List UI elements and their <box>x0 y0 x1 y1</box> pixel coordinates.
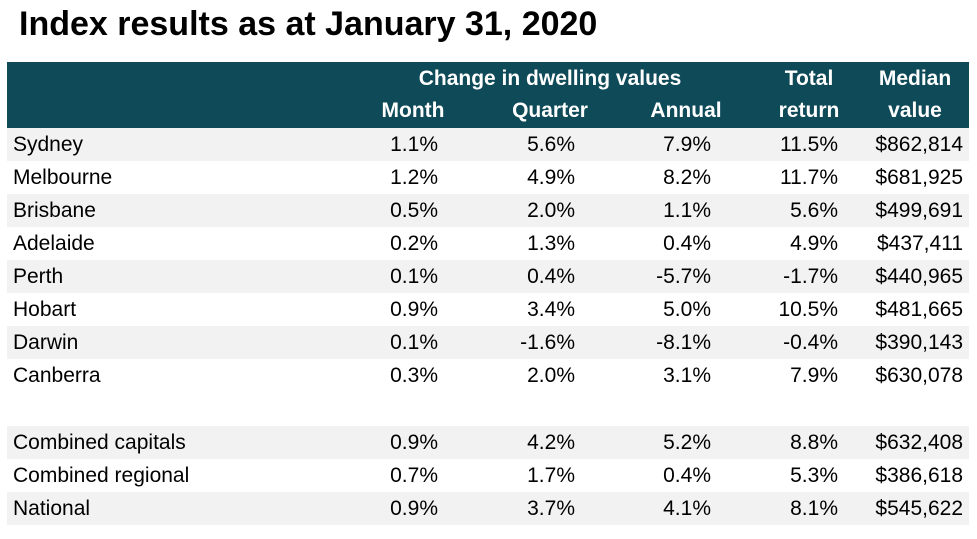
header-group-change-in-dwelling-values: Change in dwelling values <box>418 67 682 90</box>
cell-annual: 4.1% <box>663 497 711 520</box>
cell-quarter: 1.3% <box>527 232 575 255</box>
table-row: Brisbane 0.5% 2.0% 1.1% 5.6% $499,691 <box>7 194 969 227</box>
cell-annual: -8.1% <box>656 331 711 354</box>
cell-quarter: 5.6% <box>527 133 575 156</box>
cell-month: 0.1% <box>390 331 438 354</box>
cell-median-value: $386,618 <box>875 464 963 487</box>
cell-total-return: 4.9% <box>790 232 838 255</box>
header-median-line1: Median <box>878 67 952 90</box>
cell-month: 0.7% <box>390 464 438 487</box>
cell-annual: 3.1% <box>663 364 711 387</box>
cell-region: Adelaide <box>13 232 95 255</box>
cell-total-return: 8.1% <box>790 497 838 520</box>
table-row: Combined regional 0.7% 1.7% 0.4% 5.3% $386,61… <box>7 459 969 492</box>
table-row: Hobart 0.9% 3.4% 5.0% 10.5% $481,665 <box>7 293 969 326</box>
table-row: Adelaide 0.2% 1.3% 0.4% 4.9% $437,411 <box>7 227 969 260</box>
cell-month: 0.3% <box>390 364 438 387</box>
table-row: National 0.9% 3.7% 4.1% 8.1% $545,622 <box>7 492 969 525</box>
cell-median-value: $499,691 <box>875 199 963 222</box>
header-annual: Annual <box>650 99 722 122</box>
cell-total-return: 11.5% <box>780 133 838 156</box>
cell-month: 0.9% <box>390 497 438 520</box>
cell-total-return: 5.6% <box>790 199 838 222</box>
cell-month: 0.2% <box>390 232 438 255</box>
cell-median-value: $681,925 <box>875 166 963 189</box>
cell-total-return: 7.9% <box>790 364 838 387</box>
cell-quarter: 3.7% <box>527 497 575 520</box>
cell-annual: -5.7% <box>656 265 711 288</box>
header-quarter: Quarter <box>512 99 588 122</box>
cell-quarter: -1.6% <box>520 331 575 354</box>
cell-median-value: $440,965 <box>875 265 963 288</box>
table-row: Canberra 0.3% 2.0% 3.1% 7.9% $630,078 <box>7 359 969 392</box>
header-month: Month <box>381 99 445 122</box>
cell-total-return: -1.7% <box>783 265 838 288</box>
header-total-line2: return <box>778 99 840 122</box>
cell-annual: 8.2% <box>663 166 711 189</box>
cell-annual: 5.2% <box>663 431 711 454</box>
table-row: Sydney 1.1% 5.6% 7.9% 11.5% $862,814 <box>7 128 969 161</box>
cell-annual: 7.9% <box>663 133 711 156</box>
cell-region: Melbourne <box>13 166 113 189</box>
cell-region: Sydney <box>13 133 84 156</box>
cell-quarter: 2.0% <box>527 199 575 222</box>
cell-median-value: $630,078 <box>875 364 963 387</box>
cell-region: Combined regional <box>13 464 190 487</box>
cell-annual: 0.4% <box>663 464 711 487</box>
cell-month: 0.1% <box>390 265 438 288</box>
cell-total-return: 5.3% <box>790 464 838 487</box>
cell-total-return: -0.4% <box>783 331 838 354</box>
cell-month: 0.5% <box>390 199 438 222</box>
cell-median-value: $437,411 <box>876 232 963 255</box>
cell-month: 1.2% <box>390 166 438 189</box>
page-title: Index results as at January 31, 2020 <box>19 5 598 43</box>
cell-quarter: 3.4% <box>527 298 575 321</box>
cell-month: 0.9% <box>390 431 438 454</box>
cell-annual: 0.4% <box>663 232 711 255</box>
cell-median-value: $390,143 <box>875 331 963 354</box>
cell-median-value: $545,622 <box>875 497 963 520</box>
cell-region: Brisbane <box>13 199 96 222</box>
header-median-line2: value <box>888 99 942 122</box>
table-header: Change in dwelling values Month Quarter … <box>7 62 969 128</box>
cell-region: Combined capitals <box>13 431 186 454</box>
cell-total-return: 11.7% <box>780 166 838 189</box>
table-row: Combined capitals 0.9% 4.2% 5.2% 8.8% $632,40… <box>7 426 969 459</box>
table-row: Darwin 0.1% -1.6% -8.1% -0.4% $390,143 <box>7 326 969 359</box>
cell-region: National <box>13 497 91 520</box>
cell-month: 0.9% <box>390 298 438 321</box>
table-row: Perth 0.1% 0.4% -5.7% -1.7% $440,965 <box>7 260 969 293</box>
cell-total-return: 10.5% <box>778 298 838 321</box>
cell-annual: 1.1% <box>663 199 711 222</box>
table-row: Melbourne 1.2% 4.9% 8.2% 11.7% $681,925 <box>7 161 969 194</box>
cell-region: Hobart <box>13 298 77 321</box>
cell-quarter: 4.9% <box>527 166 575 189</box>
cell-median-value: $862,814 <box>875 133 963 156</box>
cell-annual: 5.0% <box>663 298 711 321</box>
cell-quarter: 2.0% <box>527 364 575 387</box>
cell-quarter: 4.2% <box>527 431 575 454</box>
cell-region: Darwin <box>13 331 79 354</box>
cell-median-value: $632,408 <box>875 431 963 454</box>
cell-region: Canberra <box>13 364 101 387</box>
header-total-line1: Total <box>784 67 834 90</box>
cell-region: Perth <box>13 265 64 288</box>
cell-quarter: 1.7% <box>527 464 575 487</box>
cell-total-return: 8.8% <box>790 431 838 454</box>
cell-median-value: $481,665 <box>875 298 963 321</box>
cell-quarter: 0.4% <box>527 265 575 288</box>
cell-month: 1.1% <box>390 133 438 156</box>
